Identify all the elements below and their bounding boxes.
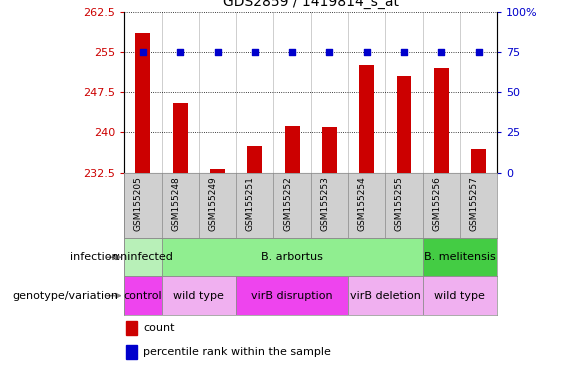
Text: wild type: wild type bbox=[434, 291, 485, 301]
Text: virB deletion: virB deletion bbox=[350, 291, 421, 301]
Point bbox=[138, 49, 147, 55]
Point bbox=[399, 49, 408, 55]
Bar bbox=[348, 276, 423, 315]
Text: GSM155251: GSM155251 bbox=[246, 176, 255, 231]
Point bbox=[213, 49, 222, 55]
Bar bbox=[423, 276, 497, 315]
Text: GSM155257: GSM155257 bbox=[470, 176, 479, 231]
Bar bbox=[285, 126, 299, 173]
Bar bbox=[162, 276, 236, 315]
Bar bbox=[124, 276, 162, 315]
Text: B. melitensis: B. melitensis bbox=[424, 252, 496, 262]
Point bbox=[250, 49, 259, 55]
Text: GSM155249: GSM155249 bbox=[208, 176, 218, 231]
Bar bbox=[210, 169, 225, 173]
Text: B. arbortus: B. arbortus bbox=[261, 252, 323, 262]
Text: GSM155252: GSM155252 bbox=[283, 176, 292, 231]
Bar bbox=[397, 76, 411, 173]
Bar bbox=[162, 238, 423, 276]
Text: percentile rank within the sample: percentile rank within the sample bbox=[143, 347, 331, 357]
Text: count: count bbox=[143, 323, 175, 333]
Bar bbox=[136, 33, 150, 173]
Text: GSM155205: GSM155205 bbox=[134, 176, 143, 231]
Text: control: control bbox=[124, 291, 162, 301]
Text: GSM155256: GSM155256 bbox=[432, 176, 441, 231]
Bar bbox=[126, 345, 137, 359]
Point bbox=[288, 49, 297, 55]
Bar bbox=[173, 103, 188, 173]
Text: virB disruption: virB disruption bbox=[251, 291, 333, 301]
Text: GSM155254: GSM155254 bbox=[358, 176, 367, 231]
Bar bbox=[247, 146, 262, 173]
Bar bbox=[124, 238, 162, 276]
Text: GSM155255: GSM155255 bbox=[395, 176, 404, 231]
Point bbox=[474, 49, 483, 55]
Text: GSM155253: GSM155253 bbox=[320, 176, 329, 231]
Text: genotype/variation: genotype/variation bbox=[12, 291, 119, 301]
Text: wild type: wild type bbox=[173, 291, 224, 301]
Bar bbox=[236, 276, 348, 315]
Bar bbox=[126, 321, 137, 335]
Point bbox=[362, 49, 371, 55]
Point bbox=[325, 49, 334, 55]
Text: GSM155248: GSM155248 bbox=[171, 176, 180, 231]
Bar bbox=[322, 127, 337, 173]
Text: infection: infection bbox=[70, 252, 119, 262]
Bar bbox=[359, 65, 374, 173]
Point bbox=[437, 49, 446, 55]
Bar bbox=[471, 149, 486, 173]
Bar bbox=[434, 68, 449, 173]
Point bbox=[176, 49, 185, 55]
Title: GDS2859 / 1419814_s_at: GDS2859 / 1419814_s_at bbox=[223, 0, 399, 9]
Bar bbox=[423, 238, 497, 276]
Text: uninfected: uninfected bbox=[113, 252, 173, 262]
